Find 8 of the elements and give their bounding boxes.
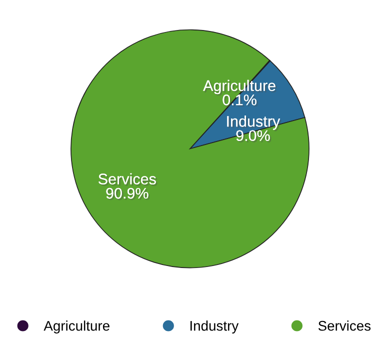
legend-label: Agriculture	[44, 320, 110, 334]
legend-label: Industry	[190, 320, 239, 334]
slice-label: Services	[98, 173, 158, 186]
data-label: 9.0%	[236, 130, 272, 142]
legend-label: Services	[318, 320, 371, 331]
data-label: 90.9%	[106, 188, 150, 200]
pie-slice	[70, 29, 310, 268]
slice-label: Industry	[227, 116, 282, 132]
